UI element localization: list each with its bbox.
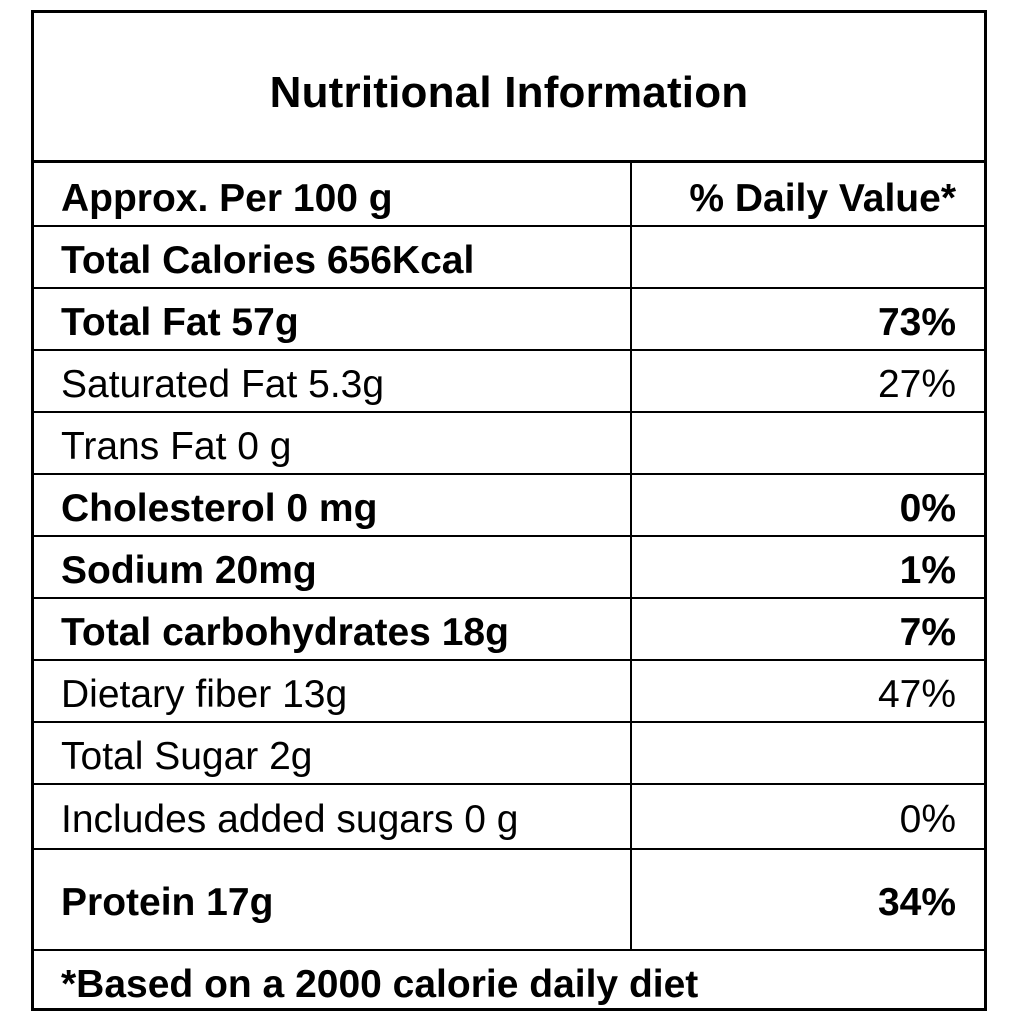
nutrient-name: Total carbohydrates 18g xyxy=(61,611,509,654)
nutrient-row-saturated-fat: Saturated Fat 5.3g 27% xyxy=(34,351,984,413)
nutrient-name: Sodium 20mg xyxy=(61,549,317,592)
nutrient-row-total-fat: Total Fat 57g 73% xyxy=(34,289,984,351)
nutrient-name: Total Fat 57g xyxy=(61,301,299,344)
nutrient-name: Includes added sugars 0 g xyxy=(61,798,519,841)
nutrient-row-carbohydrates: Total carbohydrates 18g 7% xyxy=(34,599,984,661)
label-title: Nutritional Information xyxy=(269,67,749,117)
nutrient-row-sodium: Sodium 20mg 1% xyxy=(34,537,984,599)
footnote: *Based on a 2000 calorie daily diet xyxy=(61,963,699,1006)
daily-value-header: % Daily Value* xyxy=(689,177,956,220)
nutrient-name: Protein 17g xyxy=(61,881,274,924)
nutrient-daily-value: 73% xyxy=(877,301,956,344)
column-divider xyxy=(630,163,632,951)
nutrient-name: Trans Fat 0 g xyxy=(61,425,292,468)
nutrient-name: Saturated Fat 5.3g xyxy=(61,363,385,406)
serving-size-header: Approx. Per 100 g xyxy=(61,177,393,220)
nutrient-name: Cholesterol 0 mg xyxy=(61,487,378,530)
nutrient-row-total-sugar: Total Sugar 2g xyxy=(34,723,984,785)
nutrient-daily-value: 7% xyxy=(899,611,956,654)
nutrient-daily-value: 0% xyxy=(899,487,956,530)
nutrient-name: Total Calories 656Kcal xyxy=(61,239,475,282)
nutrient-name: Total Sugar 2g xyxy=(61,735,313,778)
nutrient-daily-value: 1% xyxy=(899,549,956,592)
nutrition-label: Nutritional Information Approx. Per 100 … xyxy=(31,10,987,1011)
header-row: Approx. Per 100 g % Daily Value* xyxy=(34,163,984,227)
nutrient-daily-value: 0% xyxy=(899,798,956,841)
nutrient-row-dietary-fiber: Dietary fiber 13g 47% xyxy=(34,661,984,723)
nutrient-daily-value: 47% xyxy=(877,673,956,716)
nutrient-daily-value: 27% xyxy=(877,363,956,406)
nutrient-row-added-sugars: Includes added sugars 0 g 0% xyxy=(34,785,984,850)
nutrient-name: Dietary fiber 13g xyxy=(61,673,348,716)
nutrient-row-trans-fat: Trans Fat 0 g xyxy=(34,413,984,475)
nutrient-daily-value: 34% xyxy=(877,881,956,924)
nutrient-row-calories: Total Calories 656Kcal xyxy=(34,227,984,289)
title-box: Nutritional Information xyxy=(34,13,984,163)
nutrient-row-cholesterol: Cholesterol 0 mg 0% xyxy=(34,475,984,537)
nutrient-row-protein: Protein 17g 34% xyxy=(34,850,984,951)
